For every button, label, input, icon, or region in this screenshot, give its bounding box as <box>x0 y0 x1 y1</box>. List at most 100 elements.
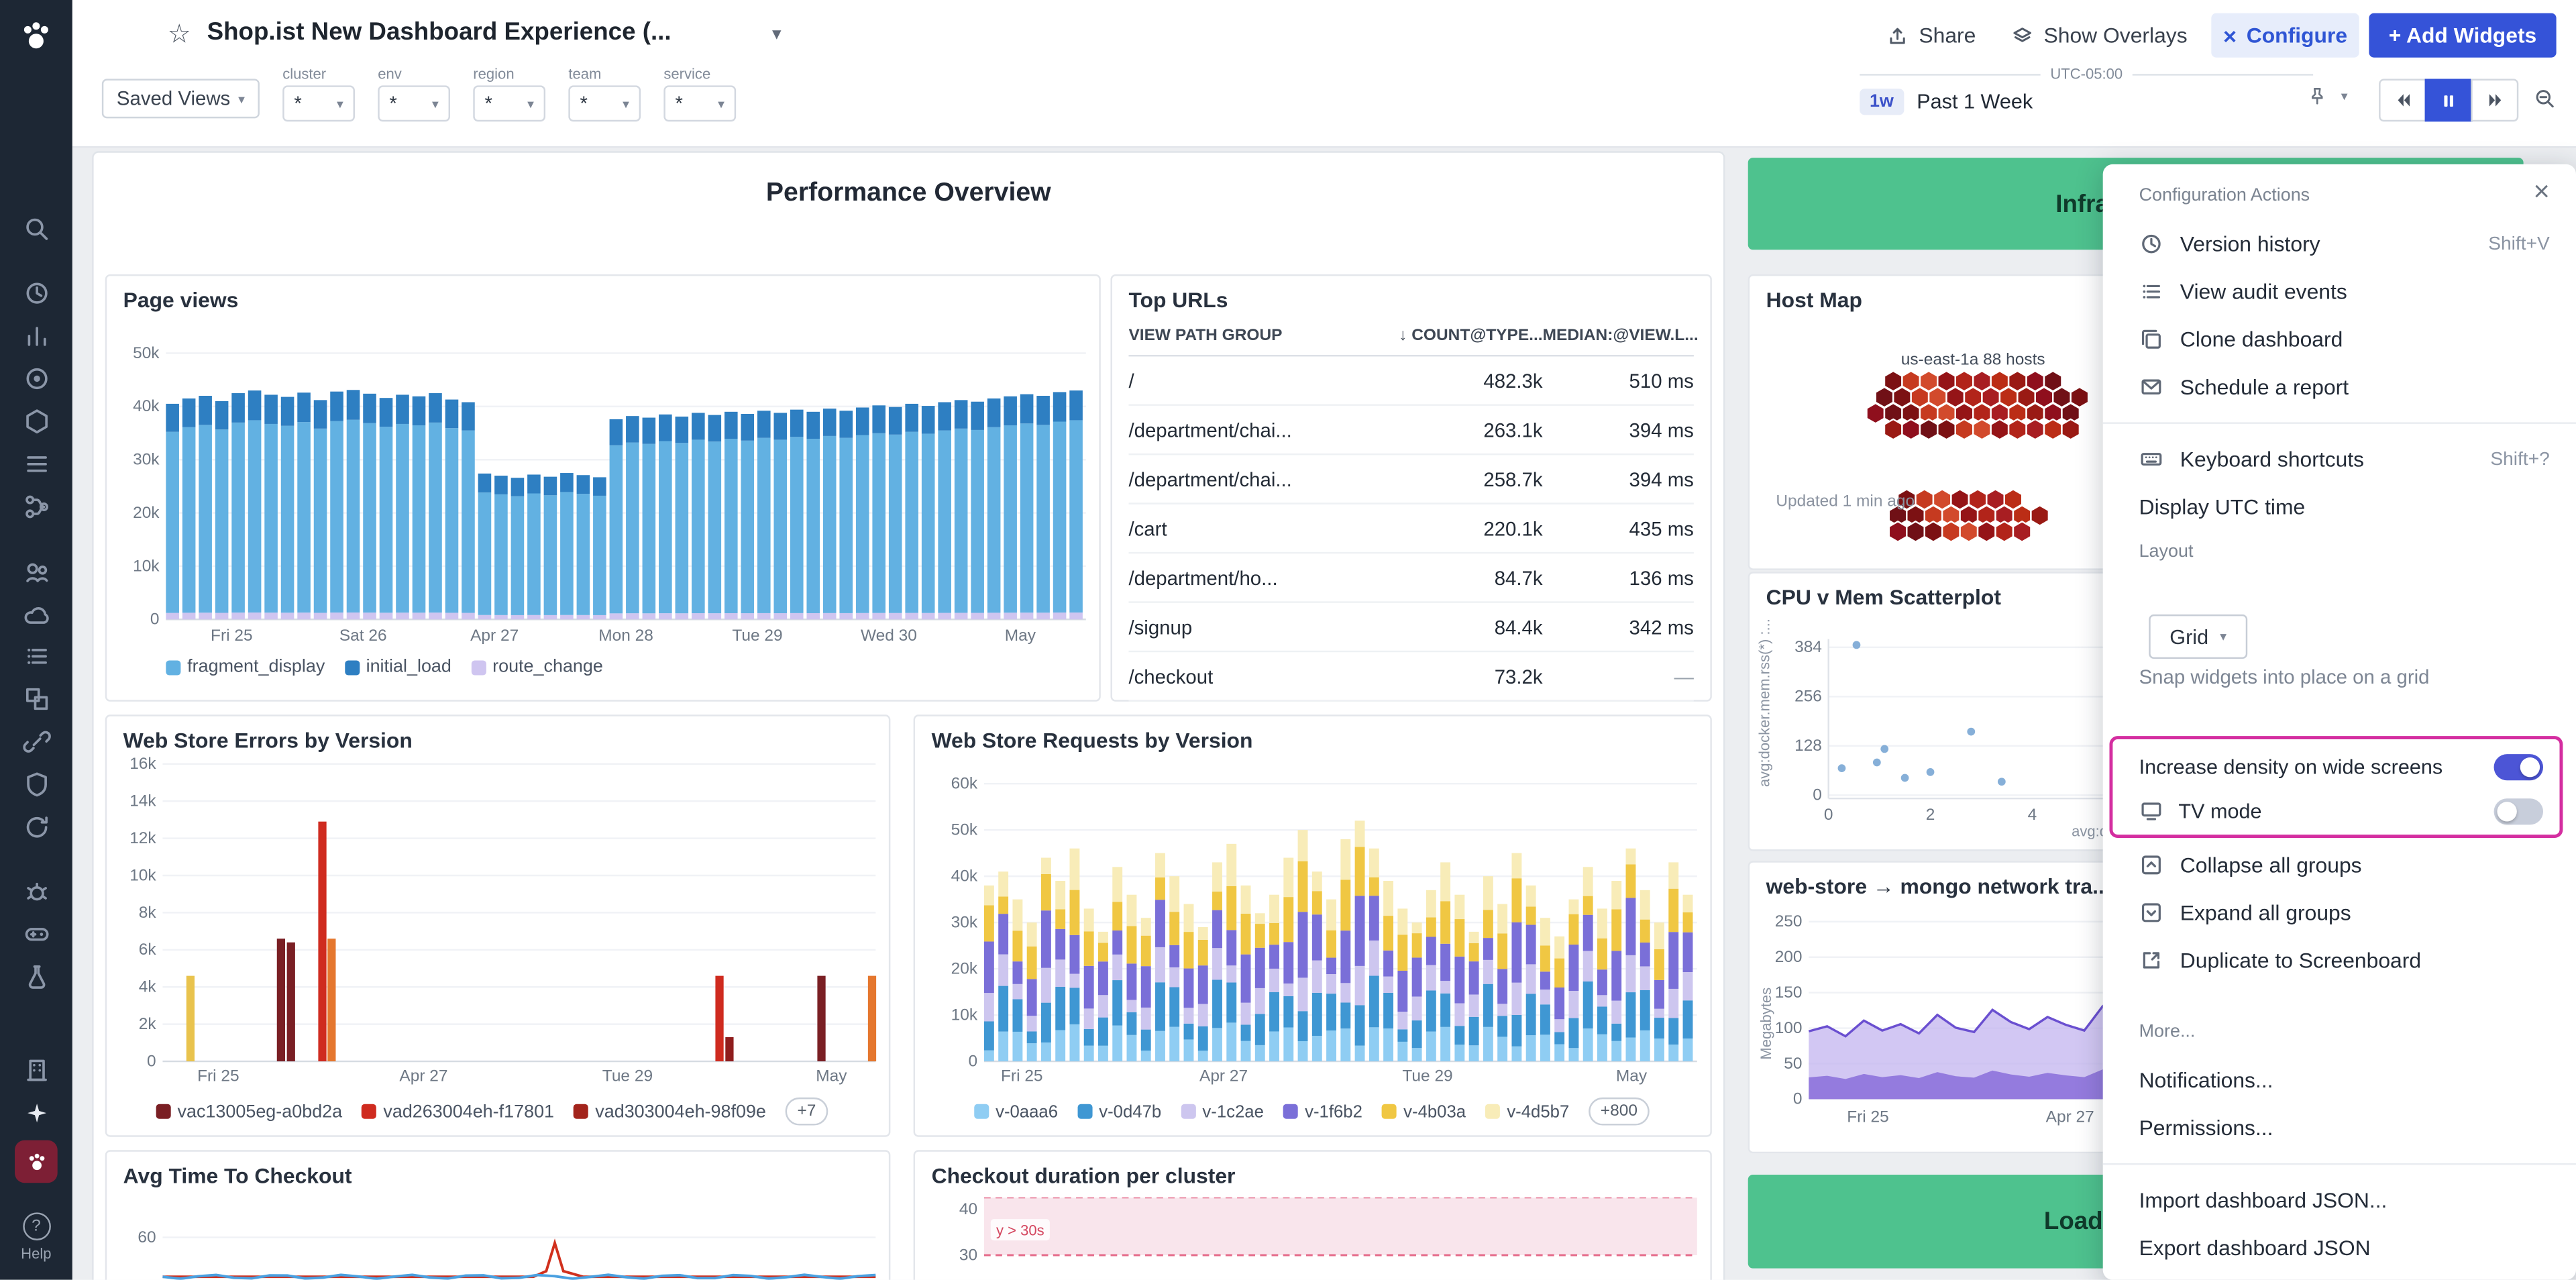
group-title[interactable]: Performance Overview <box>765 178 1051 207</box>
column-header[interactable]: ↓ COUNT@TYPE... <box>1399 327 1543 345</box>
menu-item-collapse-all-groups[interactable]: Collapse all groups <box>2103 841 2576 889</box>
time-forward-button[interactable] <box>2471 78 2519 122</box>
synthetics-nav-item[interactable] <box>0 805 72 848</box>
density-setting-row[interactable]: Increase density on wide screens <box>2112 744 2559 788</box>
serverless-nav-item[interactable] <box>0 593 72 636</box>
menu-item-display-utc-time[interactable]: Display UTC time <box>2103 483 2576 531</box>
legend-item[interactable]: initial_load <box>344 657 451 677</box>
time-chevron-down-icon[interactable]: ▾ <box>2341 89 2348 104</box>
dashboards-nav-item[interactable] <box>0 677 72 720</box>
user-avatar[interactable] <box>15 1140 58 1183</box>
table-row[interactable]: /department/chai... 263.1k 394 ms <box>1128 406 1694 456</box>
synthetics-icon <box>25 815 47 837</box>
menu-item-keyboard-shortcuts[interactable]: Keyboard shortcuts Shift+? <box>2103 435 2576 483</box>
filter-cluster-select[interactable]: * ▾ <box>282 85 355 122</box>
security-nav-item[interactable] <box>0 762 72 805</box>
integrations-nav-item[interactable] <box>0 720 72 763</box>
host-map-chart[interactable]: us-east-1a 88 hosts Updated 1 min ago <box>1750 276 2525 568</box>
containers-icon <box>26 455 46 472</box>
table-row[interactable]: /signup 84.4k 342 ms <box>1128 603 1694 653</box>
page-views-chart[interactable]: 0 10k 20k 30k 40k 50k Fri 25 Sat 26 Apr 27 Mon 28… <box>107 276 1099 700</box>
table-row[interactable]: /department/ho... 84.7k 136 ms <box>1128 553 1694 603</box>
share-button[interactable]: Share <box>1886 13 1976 58</box>
menu-item-notifications[interactable]: Notifications... <box>2103 1057 2576 1104</box>
help-button[interactable]: ? Help <box>0 1212 72 1262</box>
left-navigation: ? Help <box>0 0 72 1280</box>
show-overlays-button[interactable]: Show Overlays <box>2011 13 2188 58</box>
column-header[interactable]: VIEW PATH GROUP <box>1128 327 1283 345</box>
requests-chart[interactable]: 0 10k 20k 30k 40k 50k 60k Fri 25 Apr 27 Tue 29 May <box>915 716 1710 1135</box>
table-row[interactable]: /checkout 73.2k — <box>1128 652 1694 702</box>
legend-item[interactable]: vad263004eh-f17801 <box>362 1102 554 1121</box>
pause-icon <box>2444 94 2453 106</box>
zoom-out-button[interactable] <box>2524 79 2567 119</box>
game-nav-item[interactable] <box>0 912 72 955</box>
legend-item[interactable]: v-1c2ae <box>1181 1102 1264 1121</box>
legend-item[interactable]: vad303004eh-98f09e <box>574 1102 766 1121</box>
containers-nav-item[interactable] <box>0 442 72 485</box>
company-nav-item[interactable] <box>0 1048 72 1091</box>
legend-item[interactable]: v-4b03a <box>1382 1102 1466 1121</box>
filter-region-select[interactable]: * ▾ <box>473 85 546 122</box>
datadog-logo-icon[interactable] <box>0 7 72 66</box>
svg-text:Tue 29: Tue 29 <box>602 1067 653 1085</box>
watchdog-nav-item[interactable] <box>0 271 72 314</box>
layout-grid-select[interactable]: Grid ▾ <box>2149 614 2248 659</box>
org-nav-item[interactable] <box>0 550 72 593</box>
density-toggle[interactable] <box>2493 753 2544 780</box>
saved-views-button[interactable]: Saved Views ▾ <box>101 78 260 119</box>
menu-item-duplicate-to-screenboard[interactable]: Duplicate to Screenboard <box>2103 937 2576 984</box>
apm-nav-item[interactable] <box>0 484 72 527</box>
column-header[interactable]: MEDIAN:@VIEW.L... <box>1542 327 1699 345</box>
filter-service-select[interactable]: * ▾ <box>663 85 737 122</box>
menu-item-expand-all-groups[interactable]: Expand all groups <box>2103 889 2576 937</box>
menu-item-label: Display UTC time <box>2139 494 2306 519</box>
errors-chart[interactable]: 0 2k 4k 6k 8k 10k 12k 14k 16k Fri 25 Apr 27 Tue 29 M… <box>107 716 889 1135</box>
menu-item-permissions[interactable]: Permissions... <box>2103 1104 2576 1152</box>
time-pause-button[interactable] <box>2424 78 2473 122</box>
menu-item-schedule-a-report[interactable]: Schedule a report <box>2103 363 2576 411</box>
error-tracking-nav-item[interactable] <box>0 869 72 912</box>
pin-icon[interactable] <box>2306 85 2328 107</box>
legend-item[interactable]: route_change <box>471 657 603 677</box>
legend-item[interactable]: v-0d47b <box>1077 1102 1161 1121</box>
table-row[interactable]: /cart 220.1k 435 ms <box>1128 504 1694 554</box>
legend-item[interactable]: fragment_display <box>166 657 325 677</box>
table-row[interactable]: /department/chai... 258.7k 394 ms <box>1128 455 1694 504</box>
metrics-nav-item[interactable] <box>0 314 72 357</box>
checkout-duration-chart[interactable]: 40 30 y > 30s <box>915 1152 1710 1280</box>
filter-env-select[interactable]: * ▾ <box>378 85 451 122</box>
legend-item[interactable]: vac13005eg-a0bd2a <box>156 1102 342 1121</box>
menu-item-export-dashboard-json[interactable]: Export dashboard JSON <box>2103 1224 2576 1271</box>
infrastructure-nav-item[interactable] <box>0 399 72 442</box>
bits-ai-nav-item[interactable] <box>0 1091 72 1134</box>
close-panel-button[interactable]: × <box>2533 176 2550 207</box>
menu-item-version-history[interactable]: Version history Shift+V <box>2103 220 2576 268</box>
labs-nav-item[interactable] <box>0 955 72 998</box>
legend-item[interactable]: v-0aaa6 <box>974 1102 1058 1121</box>
title-chevron-down-icon[interactable]: ▾ <box>772 24 782 45</box>
monitors-nav-item[interactable] <box>0 356 72 399</box>
widget-title: web-store → mongo network tra... <box>1766 873 2110 899</box>
filter-team-select[interactable]: * ▾ <box>568 85 641 122</box>
legend-more-badge[interactable]: +800 <box>1589 1097 1650 1126</box>
share-label: Share <box>1919 23 1976 48</box>
legend-item[interactable]: v-1f6b2 <box>1283 1102 1362 1121</box>
menu-item-view-audit-events[interactable]: View audit events <box>2103 268 2576 315</box>
logs-nav-item[interactable] <box>0 634 72 677</box>
add-widgets-button[interactable]: + Add Widgets <box>2369 13 2557 58</box>
tv-mode-toggle[interactable] <box>2493 797 2544 824</box>
svg-text:10k: 10k <box>133 557 160 575</box>
table-row[interactable]: / 482.3k 510 ms <box>1128 356 1694 406</box>
favorite-star-icon[interactable]: ☆ <box>167 21 191 50</box>
search-nav-item[interactable] <box>0 207 72 250</box>
legend-more-badge[interactable]: +7 <box>786 1097 828 1126</box>
avg-time-chart[interactable]: 60 <box>107 1152 889 1280</box>
menu-item-clone-dashboard[interactable]: Clone dashboard <box>2103 315 2576 363</box>
time-range-picker[interactable]: 1w Past 1 Week <box>1860 82 2033 121</box>
configure-button[interactable]: × Configure <box>2211 13 2359 58</box>
legend-item[interactable]: v-4d5b7 <box>1485 1102 1569 1121</box>
time-backward-button[interactable] <box>2379 78 2427 122</box>
tv-mode-row[interactable]: TV mode <box>2112 789 2559 833</box>
menu-item-import-dashboard-json[interactable]: Import dashboard JSON... <box>2103 1176 2576 1224</box>
